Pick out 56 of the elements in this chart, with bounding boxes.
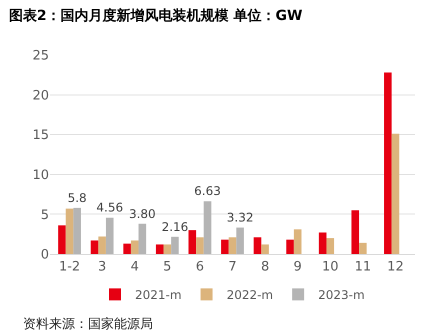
data-label: 4.56 (96, 200, 124, 215)
bar (73, 208, 81, 254)
x-tick-label: 8 (260, 260, 270, 275)
x-tick-label: 7 (228, 260, 237, 275)
y-tick-label: 20 (32, 88, 49, 104)
y-tick-label: 5 (40, 208, 49, 223)
legend-label: 2023-m (318, 288, 365, 302)
bar (171, 236, 179, 254)
x-tick-label: 10 (322, 260, 339, 275)
y-tick-label: 0 (40, 248, 49, 263)
bar (318, 232, 326, 254)
bar (351, 210, 360, 254)
x-tick-label: 1-2 (58, 260, 80, 275)
bar (90, 240, 98, 254)
bar (326, 238, 334, 254)
y-tick-label: 10 (32, 168, 49, 183)
bar (392, 134, 400, 254)
bar (261, 244, 269, 254)
bar (204, 201, 212, 254)
data-label: 3.80 (128, 206, 156, 221)
data-label: 5.8 (68, 190, 87, 205)
legend-label: 2021-m (135, 288, 182, 302)
y-tick-label: 25 (32, 48, 49, 64)
x-tick-label: 9 (294, 260, 302, 275)
bar (58, 225, 66, 254)
x-tick-label: 12 (387, 260, 404, 275)
x-tick-label: 4 (130, 260, 139, 275)
bar (286, 240, 294, 254)
data-label: 2.16 (162, 220, 188, 234)
bar (123, 244, 131, 254)
bar (254, 237, 262, 254)
legend-label: 2022-m (226, 288, 274, 302)
x-tick-label: 6 (196, 260, 204, 275)
bar (164, 244, 172, 254)
bar (188, 230, 196, 254)
bar (196, 237, 204, 254)
bar (221, 240, 229, 254)
chart-title: 图表2：国内月度新增风电装机规模 单位：GW (8, 6, 302, 24)
x-tick-label: 3 (98, 260, 106, 275)
x-tick-label: 5 (163, 260, 172, 275)
bar (98, 236, 106, 254)
bar (138, 224, 146, 254)
bar (156, 244, 164, 254)
x-tick-label: 11 (354, 260, 372, 275)
bar (294, 229, 302, 254)
data-label: 3.32 (226, 210, 254, 225)
bar (130, 240, 139, 254)
bar (236, 228, 244, 254)
bar (66, 208, 74, 254)
text: 资料来源：国家能源局 (23, 316, 153, 332)
y-tick-label: 15 (32, 128, 49, 144)
bar (359, 242, 367, 254)
data-label: 6.63 (194, 184, 221, 198)
bar (228, 237, 236, 254)
bar (384, 72, 392, 254)
bar (106, 218, 114, 254)
